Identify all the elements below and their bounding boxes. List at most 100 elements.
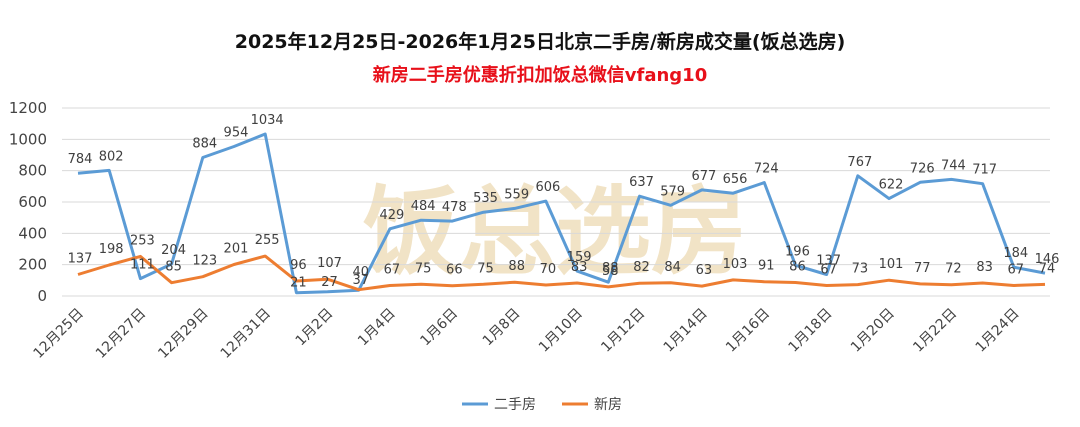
data-label: 744	[941, 158, 966, 173]
data-label: 802	[99, 149, 124, 164]
data-label: 559	[504, 187, 529, 202]
data-label: 767	[847, 155, 872, 170]
data-label: 103	[723, 257, 748, 272]
data-label: 83	[571, 260, 588, 275]
data-label: 84	[664, 260, 681, 275]
data-label: 255	[255, 233, 280, 248]
y-tick-label: 1000	[9, 130, 47, 148]
data-label: 67	[1008, 263, 1025, 278]
data-label: 73	[852, 262, 869, 277]
data-label: 954	[224, 126, 249, 141]
data-label: 70	[540, 262, 557, 277]
data-label: 484	[411, 199, 436, 214]
series-line-new	[77, 254, 1046, 292]
data-label: 88	[508, 259, 525, 274]
data-label: 622	[879, 178, 904, 193]
legend-label: 新房	[594, 397, 622, 413]
x-tick-label: 1月22日	[910, 306, 960, 356]
y-tick-label: 600	[18, 193, 47, 211]
data-label: 784	[68, 152, 93, 167]
data-label: 82	[633, 260, 650, 275]
data-label: 726	[910, 161, 935, 176]
data-label: 96	[290, 258, 307, 273]
legend-label: 二手房	[494, 397, 536, 413]
data-label: 198	[99, 242, 124, 257]
x-tick-label: 1月16日	[723, 306, 773, 356]
data-label: 253	[130, 233, 155, 248]
data-label: 66	[446, 263, 463, 278]
data-label: 86	[789, 260, 806, 275]
data-label: 58	[602, 264, 619, 279]
data-label: 67	[820, 263, 837, 278]
data-label: 107	[317, 256, 342, 271]
data-label: 146	[1035, 252, 1060, 267]
data-label: 37	[352, 273, 369, 288]
data-label: 123	[192, 254, 217, 269]
data-label: 63	[696, 263, 713, 278]
data-label: 21	[290, 276, 307, 291]
data-label: 677	[691, 169, 716, 184]
x-tick-label: 1月24日	[973, 306, 1023, 356]
data-label: 196	[785, 244, 810, 259]
watermark-text: 饭总选房	[363, 176, 747, 288]
data-label: 159	[567, 250, 592, 265]
data-label: 111	[130, 258, 155, 273]
data-label: 75	[477, 261, 494, 276]
x-tick-label: 12月25日	[31, 306, 87, 362]
data-label: 91	[758, 259, 775, 274]
x-tick-label: 1月14日	[661, 306, 711, 356]
x-tick-label: 12月31日	[218, 306, 274, 362]
data-label: 40	[352, 265, 369, 280]
data-label: 201	[224, 242, 249, 257]
data-label: 77	[914, 261, 931, 276]
y-tick-label: 400	[18, 224, 47, 242]
data-label: 579	[660, 184, 685, 199]
x-tick-label: 1月2日	[293, 306, 337, 350]
y-tick-label: 0	[37, 287, 47, 305]
data-label: 101	[879, 257, 904, 272]
x-tick-label: 1月20日	[848, 306, 898, 356]
x-axis: 12月25日 12月27日 12月29日 12月31日 1月2日 1月4日 1月6日 1月8日…	[31, 306, 1023, 362]
data-label: 27	[321, 275, 338, 290]
data-label: 88	[602, 261, 619, 276]
data-label: 535	[473, 191, 498, 206]
data-label: 137	[816, 254, 841, 269]
x-tick-label: 12月29日	[155, 306, 211, 362]
data-label: 83	[976, 260, 993, 275]
legend: 二手房 新房	[462, 397, 622, 413]
x-tick-label: 1月4日	[355, 306, 399, 350]
data-label: 67	[384, 263, 401, 278]
x-tick-label: 1月8日	[480, 306, 524, 350]
data-label: 75	[415, 261, 432, 276]
x-tick-label: 1月12日	[598, 306, 648, 356]
grid	[62, 107, 1050, 297]
data-label: 656	[723, 172, 748, 187]
x-tick-label: 1月6日	[417, 306, 461, 350]
data-label: 884	[192, 137, 217, 152]
y-tick-label: 800	[18, 162, 47, 180]
y-tick-label: 200	[18, 256, 47, 274]
x-tick-label: 1月18日	[785, 306, 835, 356]
data-label: 637	[629, 175, 654, 190]
data-label: 717	[972, 163, 997, 178]
data-label: 724	[754, 162, 779, 177]
data-label: 85	[165, 260, 182, 275]
y-tick-label: 1200	[9, 99, 47, 117]
x-tick-label: 1月10日	[536, 306, 586, 356]
data-label: 429	[380, 208, 405, 223]
data-label: 478	[442, 200, 467, 215]
data-label: 606	[535, 180, 560, 195]
chart-title: 2025年12月25日-2026年1月25日北京二手房/新房成交量(饭总选房)	[235, 30, 846, 53]
data-label: 74	[1039, 261, 1056, 276]
data-label: 204	[161, 243, 186, 258]
series-line-secondhand	[77, 132, 1046, 295]
series-layer	[77, 132, 1046, 295]
data-label: 137	[68, 252, 93, 267]
watermark: 饭总选房	[363, 176, 747, 288]
chart-subtitle: 新房二手房优惠折扣加饭总微信vfang10	[373, 64, 707, 86]
y-axis: 0 200 400 600 800 1000 1200	[9, 99, 47, 305]
x-tick-label: 12月27日	[93, 306, 149, 362]
data-label: 184	[1003, 246, 1028, 261]
